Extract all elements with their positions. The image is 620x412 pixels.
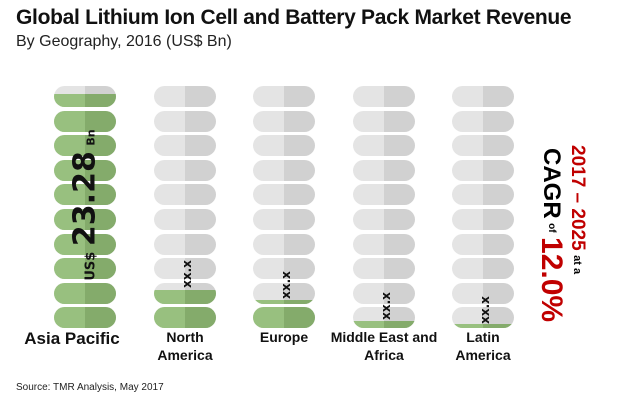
battery-cell bbox=[154, 86, 216, 107]
cagr-rate: CAGR of 12.0% bbox=[534, 148, 568, 322]
battery-cell bbox=[353, 86, 415, 107]
battery-fill-bar bbox=[54, 94, 116, 107]
currency-label: US$ bbox=[83, 251, 99, 281]
battery-fill-bar bbox=[452, 324, 514, 329]
battery-cell bbox=[253, 208, 315, 230]
battery-fill-bar bbox=[253, 307, 315, 329]
battery-cell bbox=[154, 135, 216, 157]
battery-fill-bar bbox=[253, 299, 315, 304]
cagr-period: 2017 – 2025 at a bbox=[566, 145, 588, 274]
battery-cell bbox=[353, 307, 415, 329]
battery-fill-bar bbox=[54, 258, 116, 280]
battery-cell bbox=[54, 110, 116, 132]
battery-cell bbox=[54, 159, 116, 181]
battery-cell bbox=[452, 135, 514, 157]
battery-cell bbox=[353, 184, 415, 206]
battery-cell bbox=[452, 307, 514, 329]
of-label: of bbox=[546, 223, 557, 233]
value-label: 23.28 bbox=[67, 151, 103, 247]
battery-cell bbox=[452, 110, 514, 132]
battery-cell bbox=[54, 282, 116, 304]
chart-subtitle: By Geography, 2016 (US$ Bn) bbox=[16, 33, 232, 50]
battery-fill-bar bbox=[154, 290, 216, 304]
battery-cell bbox=[353, 282, 415, 304]
battery-cell bbox=[154, 159, 216, 181]
battery-cell bbox=[154, 258, 216, 280]
at-a-label: at a bbox=[571, 255, 583, 275]
battery-fill-bar bbox=[54, 307, 116, 329]
battery-fill-bar bbox=[353, 321, 415, 329]
battery-cell bbox=[353, 110, 415, 132]
battery-cell bbox=[452, 86, 514, 107]
battery-cell bbox=[154, 233, 216, 255]
value-label: xx.x bbox=[179, 260, 194, 289]
battery-column bbox=[54, 86, 116, 332]
battery-fill-bar bbox=[54, 110, 116, 132]
battery-cell bbox=[353, 135, 415, 157]
category-label: Latin America bbox=[455, 329, 511, 363]
battery-cell bbox=[353, 159, 415, 181]
chart-title: Global Lithium Ion Cell and Battery Pack… bbox=[16, 6, 572, 29]
source-note: Source: TMR Analysis, May 2017 bbox=[16, 382, 164, 393]
battery-fill-bar bbox=[54, 282, 116, 304]
battery-cell bbox=[452, 258, 514, 280]
category-label: North America bbox=[157, 329, 213, 363]
unit-label: Bn bbox=[84, 129, 98, 146]
battery-cell bbox=[353, 233, 415, 255]
battery-cell bbox=[154, 282, 216, 304]
category-label: Europe bbox=[259, 329, 309, 345]
battery-cell bbox=[452, 159, 514, 181]
battery-cell bbox=[353, 208, 415, 230]
battery-cell bbox=[253, 110, 315, 132]
battery-column bbox=[353, 86, 415, 332]
battery-column bbox=[154, 86, 216, 332]
battery-column bbox=[452, 86, 514, 332]
battery-cell bbox=[452, 208, 514, 230]
battery-fill-bar bbox=[54, 208, 116, 230]
battery-cell bbox=[54, 307, 116, 329]
battery-cell bbox=[452, 184, 514, 206]
battery-cell bbox=[54, 184, 116, 206]
battery-fill-bar bbox=[54, 233, 116, 255]
battery-cell bbox=[353, 258, 415, 280]
battery-cell bbox=[154, 184, 216, 206]
battery-cell bbox=[253, 86, 315, 107]
battery-fill-bar bbox=[54, 159, 116, 181]
battery-cell bbox=[452, 282, 514, 304]
battery-cell bbox=[154, 110, 216, 132]
battery-cell bbox=[54, 233, 116, 255]
battery-cell bbox=[154, 307, 216, 329]
battery-fill-bar bbox=[154, 307, 216, 329]
battery-cell bbox=[253, 307, 315, 329]
rate-label: 12.0% bbox=[535, 237, 568, 323]
category-label: Asia Pacific bbox=[24, 329, 120, 348]
battery-cell bbox=[253, 233, 315, 255]
battery-cell bbox=[154, 208, 216, 230]
value-label: xx.x bbox=[477, 296, 492, 324]
battery-cell bbox=[253, 184, 315, 206]
battery-cell bbox=[54, 208, 116, 230]
battery-cell bbox=[253, 258, 315, 280]
battery-cell bbox=[253, 159, 315, 181]
category-label: Middle East and Africa bbox=[330, 329, 438, 363]
battery-cell bbox=[54, 135, 116, 157]
battery-cell bbox=[253, 135, 315, 157]
battery-cell bbox=[452, 233, 514, 255]
battery-fill-bar bbox=[54, 135, 116, 157]
battery-cell bbox=[253, 282, 315, 304]
battery-column bbox=[253, 86, 315, 332]
battery-cell bbox=[54, 86, 116, 107]
value-label: xx.x bbox=[378, 292, 393, 321]
cagr-label: CAGR bbox=[538, 148, 565, 219]
value-label: xx.x bbox=[278, 271, 293, 300]
battery-fill-bar bbox=[54, 184, 116, 206]
battery-cell bbox=[54, 258, 116, 280]
period-label: 2017 – 2025 bbox=[567, 145, 588, 251]
